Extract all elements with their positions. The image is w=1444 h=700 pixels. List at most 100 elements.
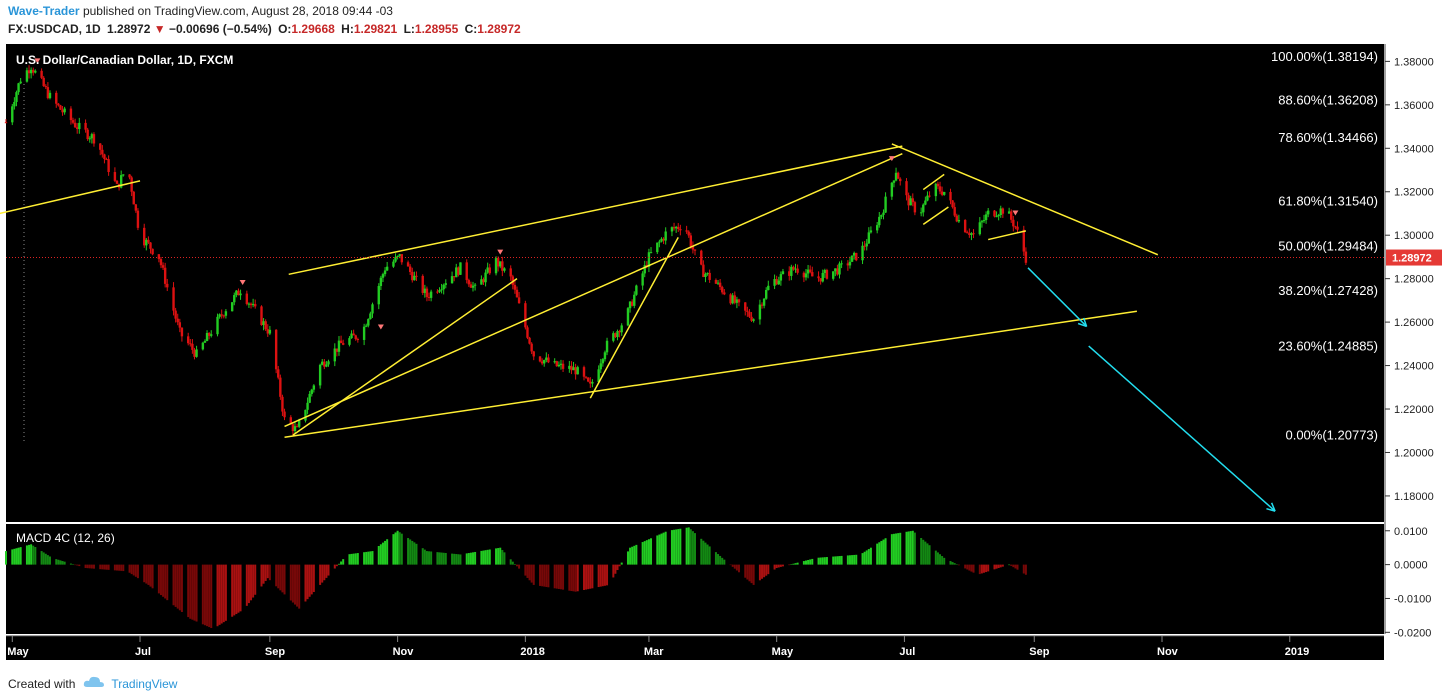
macd-bar bbox=[922, 539, 925, 565]
macd-bar bbox=[997, 564, 1000, 568]
macd-bar bbox=[151, 564, 154, 589]
candle-body bbox=[90, 134, 94, 139]
macd-bar bbox=[545, 564, 548, 587]
candle-body bbox=[899, 178, 902, 182]
price-chart[interactable]: 100.00%(1.38194) 88.60%(1.36208) 78.60%(1.… bbox=[0, 40, 1444, 666]
macd-bar bbox=[356, 553, 359, 565]
macd-bar bbox=[802, 561, 805, 565]
macd-bar bbox=[855, 554, 858, 565]
macd-bar bbox=[884, 538, 887, 565]
macd-bar bbox=[11, 549, 14, 565]
candle-body bbox=[371, 304, 374, 314]
macd-bar bbox=[503, 552, 506, 565]
candle-body bbox=[685, 230, 688, 232]
candle-body bbox=[557, 364, 561, 367]
macd-bar bbox=[298, 564, 301, 609]
macd-bar bbox=[465, 553, 468, 565]
candle-body bbox=[850, 255, 854, 262]
candle-body bbox=[528, 337, 531, 344]
low-label: L: bbox=[403, 22, 415, 36]
macd-bar bbox=[25, 545, 28, 565]
candle-body bbox=[662, 238, 665, 241]
candle-body bbox=[69, 108, 73, 121]
macd-bar bbox=[532, 564, 535, 585]
macd-bar bbox=[926, 543, 929, 565]
candle-body bbox=[777, 280, 780, 285]
candle-body bbox=[166, 283, 169, 288]
candle-body bbox=[4, 122, 8, 124]
tradingview-link[interactable]: TradingView bbox=[111, 676, 178, 691]
author-link[interactable]: Wave-Trader bbox=[8, 4, 80, 18]
macd-bar bbox=[191, 564, 194, 620]
macd-bar bbox=[415, 543, 418, 565]
candle-body bbox=[938, 186, 942, 192]
candle-body bbox=[936, 183, 940, 187]
macd-bar bbox=[851, 555, 854, 565]
candle-body bbox=[626, 308, 630, 326]
candle-body bbox=[293, 426, 297, 432]
macd-bar bbox=[911, 530, 914, 565]
macd-bar bbox=[601, 564, 604, 587]
macd-bar bbox=[995, 564, 998, 569]
macd-bar bbox=[717, 554, 720, 565]
macd-bar bbox=[30, 544, 33, 565]
macd-bar bbox=[943, 557, 946, 565]
macd-bar bbox=[869, 547, 872, 565]
candle-body bbox=[731, 295, 734, 304]
candle-body bbox=[55, 92, 58, 104]
price-tick-label: 1.24000 bbox=[1394, 361, 1434, 373]
macd-bar bbox=[702, 540, 705, 565]
candle-body bbox=[29, 69, 33, 74]
candle-body bbox=[19, 81, 22, 84]
candle-body bbox=[115, 180, 119, 184]
candle-body bbox=[1022, 229, 1025, 252]
symbol: FX:USDCAD, 1D bbox=[8, 22, 101, 36]
candle-body bbox=[540, 361, 544, 364]
macd-bar bbox=[547, 564, 550, 588]
macd-bar bbox=[983, 564, 986, 573]
macd-bar bbox=[819, 557, 822, 565]
macd-bar bbox=[162, 564, 165, 597]
macd-bar bbox=[203, 564, 206, 626]
candle-body bbox=[442, 284, 445, 290]
candle-body bbox=[27, 70, 31, 74]
macd-bar bbox=[254, 564, 257, 595]
macd-bar bbox=[44, 553, 47, 565]
macd-bar bbox=[398, 532, 401, 565]
candle-body bbox=[348, 338, 351, 345]
candle-body bbox=[63, 108, 66, 113]
macd-bar bbox=[970, 564, 973, 572]
candle-body bbox=[752, 319, 755, 321]
candle-body bbox=[440, 289, 443, 291]
macd-bar bbox=[750, 564, 753, 584]
macd-bar bbox=[714, 552, 717, 565]
candle-body bbox=[674, 226, 678, 229]
candle-body bbox=[808, 269, 812, 273]
time-tick-label: May bbox=[772, 646, 794, 658]
trendline bbox=[292, 278, 518, 436]
candle-body bbox=[913, 202, 917, 213]
macd-bar bbox=[641, 542, 644, 565]
macd-bar bbox=[350, 553, 353, 565]
candle-body bbox=[589, 381, 592, 384]
candle-body bbox=[396, 256, 399, 258]
candle-body bbox=[501, 261, 504, 271]
candle-body bbox=[584, 376, 588, 378]
macd-bar bbox=[291, 564, 294, 603]
macd-bar bbox=[201, 564, 204, 625]
macd-bar bbox=[499, 547, 502, 565]
macd-bar bbox=[245, 564, 248, 606]
quote-line: FX:USDCAD, 1D 1.28972 ▼ −0.00696 (−0.54%… bbox=[8, 22, 521, 36]
macd-bar bbox=[650, 538, 653, 565]
macd-bar bbox=[436, 552, 439, 565]
macd-bar bbox=[836, 556, 839, 565]
candle-body bbox=[880, 214, 883, 217]
candle-body bbox=[354, 335, 357, 339]
macd-bar bbox=[354, 553, 357, 565]
candle-body bbox=[543, 360, 546, 364]
candle-body bbox=[34, 70, 37, 73]
candle-body bbox=[145, 239, 148, 246]
candle-body bbox=[143, 227, 146, 246]
macd-bar bbox=[980, 564, 983, 574]
candle-body bbox=[482, 279, 485, 283]
